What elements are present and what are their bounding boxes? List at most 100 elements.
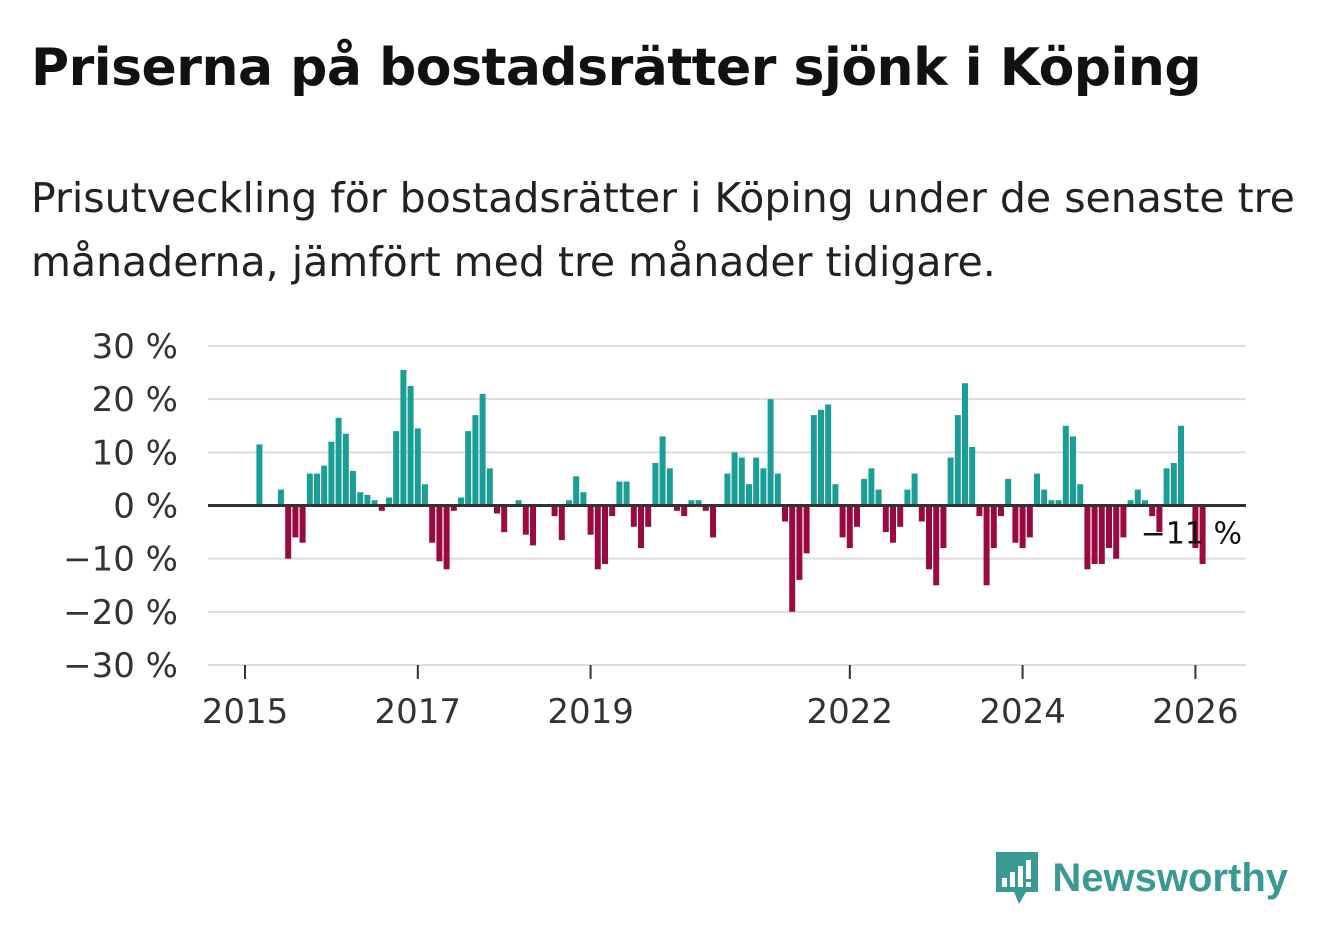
bar (465, 431, 472, 506)
bar (609, 505, 616, 517)
bar (1156, 505, 1163, 533)
x-tick-label: 2017 (375, 692, 462, 732)
bar (1077, 484, 1084, 506)
bar (501, 505, 508, 533)
bar (911, 473, 918, 506)
x-tick-label: 2024 (979, 692, 1066, 732)
bar (918, 505, 925, 522)
bar (594, 505, 601, 570)
bar (904, 489, 911, 506)
bar (1127, 500, 1134, 506)
bar (976, 505, 983, 517)
bar (306, 473, 313, 506)
bar (702, 505, 709, 511)
bar (875, 489, 882, 506)
bar (846, 505, 853, 548)
bar (810, 415, 817, 506)
bar (731, 452, 738, 506)
bar (1098, 505, 1105, 564)
bar (868, 468, 875, 506)
bar (299, 505, 306, 543)
bar (782, 505, 788, 522)
bar (1005, 478, 1012, 506)
chart-title: Priserna på bostadsrätter sjönk i Köping (31, 38, 1202, 98)
bar (436, 505, 443, 562)
bar (1142, 500, 1148, 506)
y-tick-label: 0 % (113, 487, 178, 527)
bar (342, 433, 349, 506)
bar (1055, 500, 1062, 506)
bar (1178, 425, 1184, 506)
x-tick-label: 2019 (547, 692, 634, 732)
bar (566, 500, 572, 506)
bar (530, 505, 536, 546)
bar (674, 505, 680, 511)
bar (1199, 505, 1206, 564)
bar (1034, 473, 1040, 506)
last-value-annotation: −11 % (1141, 517, 1242, 552)
bar (1041, 489, 1048, 506)
bar (969, 447, 976, 506)
bar (285, 505, 292, 559)
bar (832, 484, 839, 506)
bar (854, 505, 860, 527)
bar (328, 441, 335, 506)
bar (630, 505, 637, 527)
bar (882, 505, 889, 533)
bar (522, 505, 529, 535)
bar (1113, 505, 1120, 559)
bar (551, 505, 558, 517)
bar (695, 500, 702, 506)
bar (1062, 425, 1069, 506)
bar (479, 393, 486, 506)
bar (623, 481, 630, 506)
bar (602, 505, 608, 564)
bar (278, 489, 284, 506)
bar (321, 465, 328, 506)
bar (962, 383, 968, 506)
y-tick-label: −10 % (63, 540, 178, 580)
bar (890, 505, 896, 543)
bar (472, 415, 479, 506)
y-tick-label: 10 % (92, 433, 178, 473)
bar (839, 505, 846, 538)
bar (1012, 505, 1019, 543)
bar (724, 473, 731, 506)
bar (738, 457, 745, 506)
bar (1170, 463, 1177, 506)
bar (998, 505, 1004, 517)
brand-name: Newsworthy (1052, 855, 1288, 900)
bar (767, 399, 774, 506)
bar (364, 494, 371, 506)
y-tick-label: −30 % (63, 646, 178, 686)
bar (933, 505, 940, 586)
bar (1084, 505, 1091, 570)
bar (983, 505, 990, 586)
bar (774, 473, 781, 506)
bar (515, 500, 522, 506)
bar (947, 457, 954, 506)
bar (760, 468, 767, 506)
bar (1091, 505, 1098, 564)
bar (926, 505, 932, 570)
bar (818, 409, 824, 506)
bar (681, 505, 688, 517)
bar (580, 492, 587, 506)
y-tick-label: −20 % (63, 593, 178, 633)
bar (796, 505, 803, 580)
bar (1163, 468, 1170, 506)
bar (1048, 500, 1055, 506)
bar (335, 417, 342, 506)
bar (1026, 505, 1033, 538)
bar (494, 505, 500, 514)
bar (400, 369, 407, 506)
bar (486, 468, 493, 506)
bar (825, 404, 832, 506)
bar (292, 505, 299, 538)
bar (350, 470, 356, 506)
bar (1192, 505, 1199, 548)
bar (638, 505, 644, 548)
bar (1070, 436, 1076, 506)
bar (450, 505, 457, 511)
bar (443, 505, 450, 570)
